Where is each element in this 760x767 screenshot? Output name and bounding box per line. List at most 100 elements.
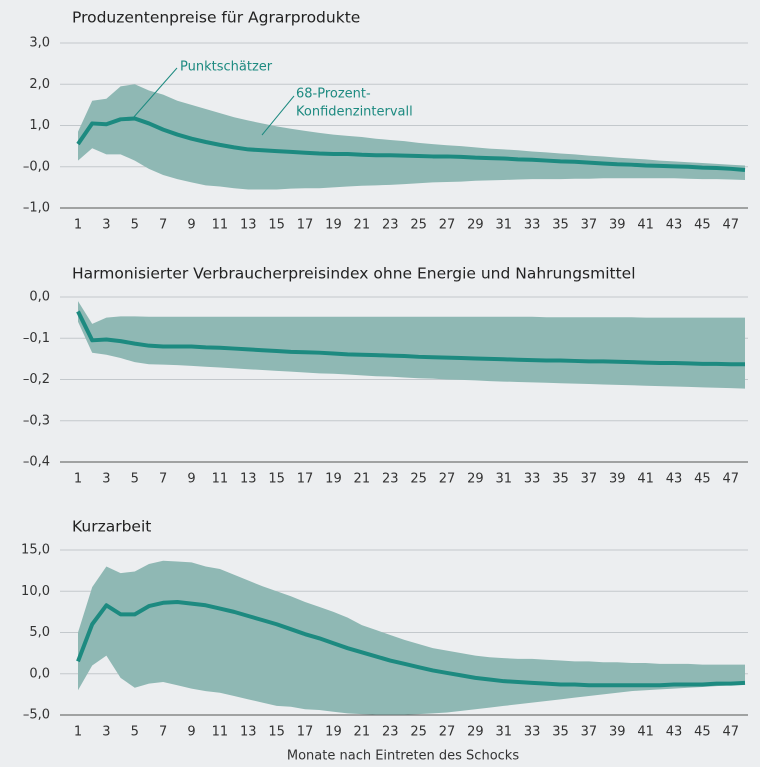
- y-tick-label: –0,1: [23, 331, 50, 346]
- x-tick-label: 3: [102, 218, 110, 233]
- y-tick-label: 15,0: [21, 543, 50, 558]
- x-tick-label: 1: [74, 218, 82, 233]
- x-tick-label: 1: [74, 725, 82, 740]
- x-tick-label: 43: [666, 725, 683, 740]
- point-estimate-line: [76, 599, 746, 688]
- y-tick-label: –0,2: [23, 372, 50, 387]
- x-tick-label: 11: [212, 472, 229, 487]
- annotation: Punktschätzer: [180, 60, 273, 75]
- x-tick-label: 25: [410, 218, 427, 233]
- y-tick-label: 0,0: [29, 666, 50, 681]
- x-tick-label: 33: [524, 472, 541, 487]
- x-tick-label: 13: [240, 472, 257, 487]
- x-tick-label: 19: [325, 725, 342, 740]
- annotation-leader: [132, 67, 178, 119]
- y-tick-label: 5,0: [29, 625, 50, 640]
- panel-title: Produzentenpreise für Agrarprodukte: [72, 9, 360, 27]
- x-tick-label: 31: [495, 472, 512, 487]
- x-tick-label: 37: [581, 725, 598, 740]
- annotation: 68-Prozent-: [296, 87, 371, 102]
- x-tick-label: 33: [524, 725, 541, 740]
- x-tick-label: 39: [609, 218, 626, 233]
- confidence-band: [78, 301, 745, 389]
- y-tick-label: –1,0: [23, 201, 50, 216]
- x-tick-label: 35: [552, 725, 569, 740]
- x-tick-label: 15: [268, 725, 285, 740]
- x-tick-label: 31: [495, 218, 512, 233]
- y-tick-label: 10,0: [21, 584, 50, 599]
- x-tick-label: 43: [666, 472, 683, 487]
- x-tick-label: 19: [325, 218, 342, 233]
- x-tick-label: 11: [212, 218, 229, 233]
- x-tick-label: 11: [212, 725, 229, 740]
- y-tick-label: –0,3: [23, 413, 50, 428]
- y-tick-label: 3,0: [29, 36, 50, 51]
- annotation: Konfidenzintervall: [296, 105, 413, 120]
- x-tick-label: 47: [723, 725, 740, 740]
- x-tick-label: 45: [694, 472, 711, 487]
- x-tick-label: 41: [637, 472, 654, 487]
- x-tick-label: 41: [637, 725, 654, 740]
- y-tick-label: –0,0: [23, 159, 50, 174]
- x-tick-label: 29: [467, 218, 484, 233]
- annotation-leader: [261, 95, 295, 136]
- x-tick-label: 23: [382, 218, 399, 233]
- x-tick-label: 39: [609, 725, 626, 740]
- confidence-band: [78, 560, 745, 715]
- x-tick-label: 13: [240, 218, 257, 233]
- x-tick-label: 27: [439, 472, 456, 487]
- x-tick-label: 37: [581, 218, 598, 233]
- x-tick-label: 23: [382, 725, 399, 740]
- y-tick-label: –0,4: [23, 455, 50, 470]
- x-tick-label: 5: [131, 218, 139, 233]
- x-tick-label: 17: [297, 472, 314, 487]
- y-tick-label: 2,0: [29, 77, 50, 92]
- x-tick-label: 7: [159, 725, 167, 740]
- x-tick-label: 47: [723, 472, 740, 487]
- x-tick-label: 7: [159, 472, 167, 487]
- x-tick-label: 21: [354, 725, 371, 740]
- y-tick-label: 0,0: [29, 290, 50, 305]
- x-tick-label: 29: [467, 725, 484, 740]
- x-axis-label: Monate nach Eintreten des Schocks: [287, 749, 519, 764]
- x-tick-label: 35: [552, 472, 569, 487]
- x-tick-label: 9: [187, 218, 195, 233]
- x-tick-label: 3: [102, 472, 110, 487]
- x-tick-label: 9: [187, 725, 195, 740]
- x-tick-label: 1: [74, 472, 82, 487]
- x-tick-label: 15: [268, 218, 285, 233]
- y-tick-label: –5,0: [23, 708, 50, 723]
- x-tick-label: 41: [637, 218, 654, 233]
- x-tick-label: 45: [694, 725, 711, 740]
- x-tick-label: 7: [159, 218, 167, 233]
- point-estimate-line: [76, 116, 746, 173]
- x-tick-label: 23: [382, 472, 399, 487]
- x-tick-label: 43: [666, 218, 683, 233]
- x-tick-label: 5: [131, 725, 139, 740]
- x-tick-label: 37: [581, 472, 598, 487]
- x-tick-label: 5: [131, 472, 139, 487]
- x-tick-label: 27: [439, 218, 456, 233]
- x-tick-label: 9: [187, 472, 195, 487]
- x-tick-label: 25: [410, 472, 427, 487]
- x-tick-label: 17: [297, 218, 314, 233]
- x-tick-label: 27: [439, 725, 456, 740]
- point-estimate-line: [76, 310, 745, 367]
- x-tick-label: 3: [102, 725, 110, 740]
- x-tick-label: 47: [723, 218, 740, 233]
- x-tick-label: 19: [325, 472, 342, 487]
- x-tick-label: 13: [240, 725, 257, 740]
- x-tick-label: 15: [268, 472, 285, 487]
- x-tick-label: 21: [354, 218, 371, 233]
- x-tick-label: 17: [297, 725, 314, 740]
- x-tick-label: 33: [524, 218, 541, 233]
- x-tick-label: 35: [552, 218, 569, 233]
- x-tick-label: 21: [354, 472, 371, 487]
- x-tick-label: 31: [495, 725, 512, 740]
- panel-title: Kurzarbeit: [72, 518, 151, 536]
- panel-title: Harmonisierter Verbraucherpreisindex ohn…: [72, 265, 636, 283]
- x-tick-label: 29: [467, 472, 484, 487]
- y-tick-label: 1,0: [29, 118, 50, 133]
- x-tick-label: 39: [609, 472, 626, 487]
